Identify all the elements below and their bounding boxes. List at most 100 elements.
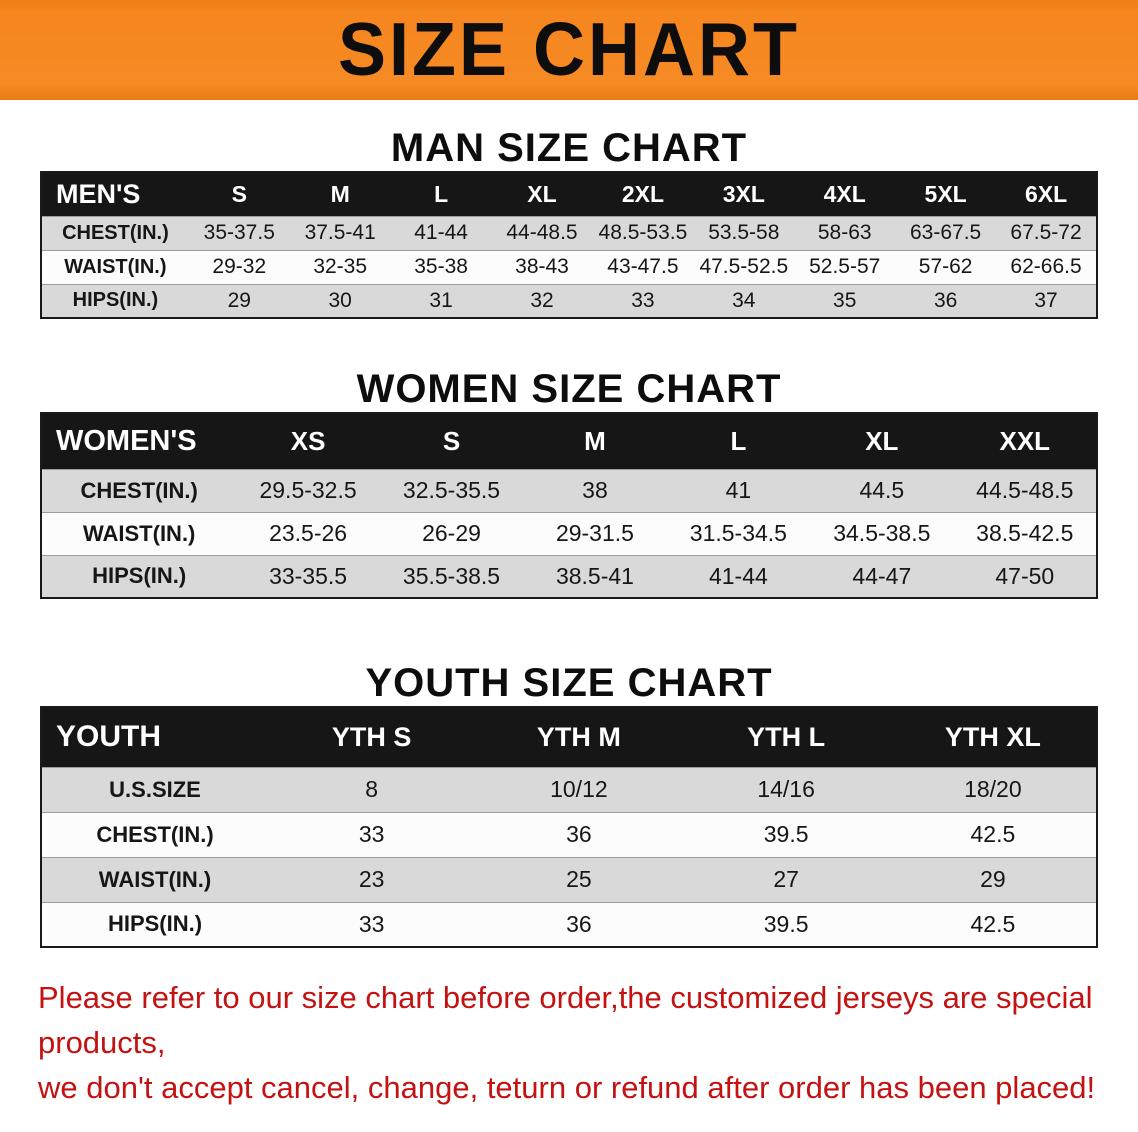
table-row: HIPS(IN.) 33-35.5 35.5-38.5 38.5-41 41-44 44-…	[41, 554, 1097, 598]
size-chart-banner: SIZE CHART	[0, 0, 1138, 100]
size-value-cell: 34.5-38.5	[810, 511, 954, 555]
size-column-header: S	[379, 413, 524, 469]
size-value-cell: 37	[996, 283, 1097, 318]
size-value-cell: 63-67.5	[895, 215, 997, 250]
size-value-cell: 57-62	[895, 249, 997, 284]
size-column-header: 6XL	[996, 172, 1097, 216]
size-value-cell: 27	[682, 856, 890, 902]
size-value-cell: 33	[268, 901, 476, 947]
size-value-cell: 44-47	[810, 554, 954, 598]
size-column-header: XXL	[953, 413, 1097, 469]
measurement-row-label: CHEST(IN.)	[41, 811, 269, 857]
size-value-cell: 10/12	[475, 766, 683, 812]
disclaimer-text: Please refer to our size chart before or…	[38, 976, 1100, 1111]
size-column-header: 3XL	[693, 172, 795, 216]
size-column-header: YTH S	[268, 707, 476, 767]
size-value-cell: 33	[592, 283, 694, 318]
size-column-header: L	[666, 413, 811, 469]
size-column-header: S	[188, 172, 290, 216]
size-value-cell: 33	[268, 811, 476, 857]
measurement-row-label: U.S.SIZE	[41, 766, 269, 812]
size-column-header: L	[390, 172, 492, 216]
size-value-cell: 52.5-57	[794, 249, 896, 284]
measurement-row-label: HIPS(IN.)	[41, 554, 237, 598]
size-value-cell: 29.5-32.5	[236, 468, 380, 512]
table-row: HIPS(IN.) 29 30 31 32 33 34 35 36 37	[41, 283, 1097, 318]
size-column-header: 4XL	[794, 172, 896, 216]
size-value-cell: 35	[794, 283, 896, 318]
size-column-header: 5XL	[895, 172, 997, 216]
size-value-cell: 62-66.5	[996, 249, 1097, 284]
size-value-cell: 35-37.5	[188, 215, 290, 250]
size-value-cell: 39.5	[682, 901, 890, 947]
size-value-cell: 8	[268, 766, 476, 812]
table-row: WAIST(IN.) 23 25 27 29	[41, 856, 1097, 902]
size-value-cell: 25	[475, 856, 683, 902]
measurement-row-label: CHEST(IN.)	[41, 468, 237, 512]
size-value-cell: 58-63	[794, 215, 896, 250]
size-value-cell: 32.5-35.5	[379, 468, 524, 512]
size-value-cell: 47-50	[953, 554, 1097, 598]
size-value-cell: 48.5-53.5	[592, 215, 694, 250]
size-value-cell: 35.5-38.5	[379, 554, 524, 598]
size-column-header: YTH M	[475, 707, 683, 767]
size-column-header: YTH XL	[889, 707, 1097, 767]
measurement-row-label: WAIST(IN.)	[41, 249, 189, 284]
size-value-cell: 18/20	[889, 766, 1097, 812]
size-value-cell: 29	[188, 283, 290, 318]
size-column-header: XL	[810, 413, 954, 469]
size-value-cell: 41	[666, 468, 811, 512]
size-value-cell: 30	[289, 283, 391, 318]
table-corner-label: WOMEN'S	[41, 413, 237, 469]
size-value-cell: 38.5-41	[523, 554, 667, 598]
size-value-cell: 33-35.5	[236, 554, 380, 598]
size-column-header: 2XL	[592, 172, 694, 216]
measurement-row-label: HIPS(IN.)	[41, 283, 189, 318]
youth-size-table: YOUTH YTH S YTH M YTH L YTH XL U.S.SIZE 8 10/12…	[40, 706, 1098, 948]
size-column-header: M	[289, 172, 391, 216]
size-value-cell: 43-47.5	[592, 249, 694, 284]
size-value-cell: 38	[523, 468, 667, 512]
measurement-row-label: HIPS(IN.)	[41, 901, 269, 947]
size-value-cell: 44.5-48.5	[953, 468, 1097, 512]
table-row: CHEST(IN.) 29.5-32.5 32.5-35.5 38 41 44.5 44.5…	[41, 468, 1097, 512]
size-value-cell: 42.5	[889, 811, 1097, 857]
size-value-cell: 29	[889, 856, 1097, 902]
size-value-cell: 29-31.5	[523, 511, 667, 555]
disclaimer-line-1: Please refer to our size chart before or…	[38, 980, 1093, 1060]
size-column-header: XS	[236, 413, 380, 469]
table-row: WAIST(IN.) 23.5-26 26-29 29-31.5 31.5-34.5 34…	[41, 511, 1097, 555]
size-value-cell: 53.5-58	[693, 215, 795, 250]
table-header-row: YOUTH YTH S YTH M YTH L YTH XL	[41, 707, 1097, 767]
size-value-cell: 36	[475, 901, 683, 947]
size-column-header: XL	[491, 172, 593, 216]
size-value-cell: 36	[895, 283, 997, 318]
size-value-cell: 35-38	[390, 249, 492, 284]
size-value-cell: 23	[268, 856, 476, 902]
men-size-table: MEN'S S M L XL 2XL 3XL 4XL 5XL 6XL CHEST(IN.) 35-37…	[40, 171, 1098, 319]
table-row: CHEST(IN.) 35-37.5 37.5-41 41-44 44-48.5 48.5…	[41, 215, 1097, 250]
size-value-cell: 29-32	[188, 249, 290, 284]
size-column-header: M	[523, 413, 667, 469]
size-value-cell: 32	[491, 283, 593, 318]
size-value-cell: 44.5	[810, 468, 954, 512]
table-header-row: WOMEN'S XS S M L XL XXL	[41, 413, 1097, 469]
size-value-cell: 41-44	[666, 554, 811, 598]
size-value-cell: 38-43	[491, 249, 593, 284]
women-size-chart-heading: WOMEN SIZE CHART	[356, 367, 782, 411]
table-corner-label: YOUTH	[41, 707, 269, 767]
measurement-row-label: WAIST(IN.)	[41, 856, 269, 902]
size-value-cell: 32-35	[289, 249, 391, 284]
size-value-cell: 67.5-72	[996, 215, 1097, 250]
size-value-cell: 41-44	[390, 215, 492, 250]
size-value-cell: 42.5	[889, 901, 1097, 947]
man-size-chart-heading: MAN SIZE CHART	[390, 126, 748, 170]
youth-size-chart-heading: YOUTH SIZE CHART	[365, 661, 773, 705]
table-row: WAIST(IN.) 29-32 32-35 35-38 38-43 43-47.5 47.…	[41, 249, 1097, 284]
table-corner-label: MEN'S	[41, 172, 189, 216]
measurement-row-label: CHEST(IN.)	[41, 215, 189, 250]
size-value-cell: 37.5-41	[289, 215, 391, 250]
disclaimer-line-2: we don't accept cancel, change, teturn o…	[38, 1069, 1096, 1105]
size-value-cell: 38.5-42.5	[953, 511, 1097, 555]
page-title: SIZE CHART	[338, 8, 800, 93]
